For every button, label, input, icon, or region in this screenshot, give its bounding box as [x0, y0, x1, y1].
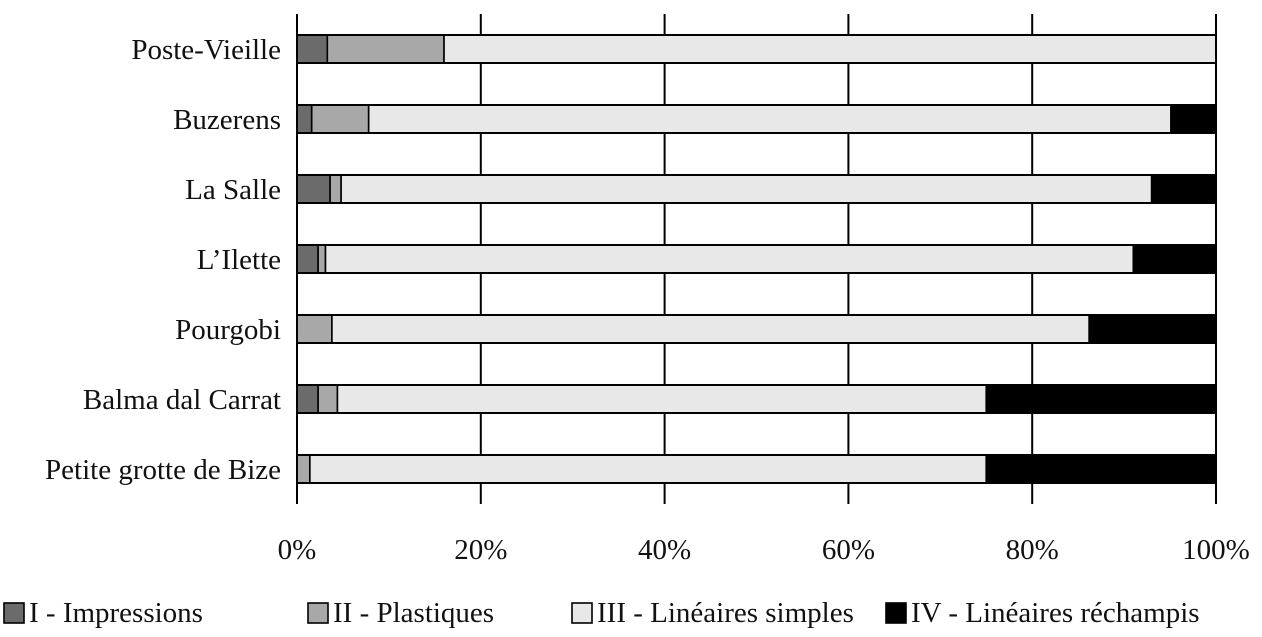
category-label: Balma dal Carrat — [83, 384, 281, 416]
legend-swatch — [3, 602, 25, 624]
bar-segment — [296, 34, 329, 64]
legend-label: III - Linéaires simples — [597, 597, 854, 629]
bar-segment — [296, 244, 319, 274]
bar-segment — [324, 244, 1135, 274]
legend-label: IV - Linéaires réchampis — [911, 597, 1200, 629]
legend-swatch — [307, 602, 329, 624]
x-tick-label: 60% — [822, 534, 875, 566]
legend-label: II - Plastiques — [333, 597, 494, 629]
x-tick-label: 0% — [278, 534, 317, 566]
bar-segment — [317, 244, 327, 274]
bar-segment — [340, 174, 1153, 204]
bar-outline — [296, 384, 1217, 414]
legend-swatch — [571, 602, 593, 624]
legend: I - Impressions II - Plastiques III - Liné… — [3, 597, 1200, 629]
x-tick-label: 100% — [1182, 534, 1250, 566]
bar-segment — [985, 384, 1217, 414]
x-tick-labels: 0% 20% 40% 60% 80% 100% — [278, 534, 1250, 566]
category-label: L’Ilette — [197, 244, 281, 276]
category-label: Buzerens — [173, 104, 281, 136]
bar-segment — [310, 104, 370, 134]
category-label: Poste-Vieille — [131, 34, 281, 66]
bar-segment — [296, 104, 313, 134]
bar-segment — [331, 314, 1090, 344]
bar-segment — [1170, 104, 1217, 134]
bar-segment — [443, 34, 1217, 64]
x-tick-label: 80% — [1006, 534, 1059, 566]
legend-label: I - Impressions — [29, 597, 203, 629]
bar-segment — [1132, 244, 1217, 274]
bar-outline — [296, 174, 1217, 204]
bar-segment — [367, 104, 1172, 134]
bar-segment — [296, 174, 331, 204]
category-label: La Salle — [185, 174, 281, 206]
bar-outline — [296, 34, 1217, 64]
bar-outline — [296, 454, 1217, 484]
bar-segment — [985, 454, 1217, 484]
category-label: Pourgobi — [175, 314, 281, 346]
legend-swatch — [885, 602, 907, 624]
category-label: Petite grotte de Bize — [45, 454, 281, 486]
bar-segment — [329, 174, 342, 204]
bar-segment — [1150, 174, 1217, 204]
bar-outline — [296, 244, 1217, 274]
bar-segment — [296, 314, 333, 344]
bar-outline — [296, 314, 1217, 344]
x-tick-label: 20% — [454, 534, 507, 566]
bar-outline — [296, 104, 1217, 134]
bar-segment — [326, 34, 445, 64]
bar-segment — [317, 384, 339, 414]
bar-segment — [309, 454, 988, 484]
bars — [296, 34, 1217, 484]
x-tick-label: 40% — [638, 534, 691, 566]
bar-segment — [1088, 314, 1217, 344]
bar-segment — [336, 384, 988, 414]
bar-segment — [296, 384, 319, 414]
category-labels: Poste-Vieille Buzerens La Salle L’Ilette Pou… — [45, 34, 281, 486]
bar-segment — [296, 454, 311, 484]
